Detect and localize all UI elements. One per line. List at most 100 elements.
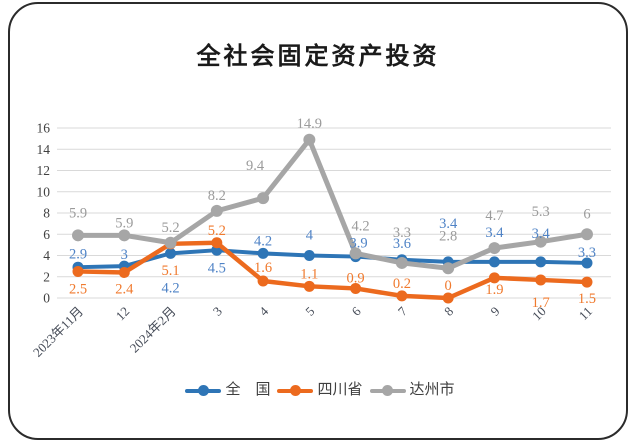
data-label-dazhou: 3.3 [393,225,411,241]
x-tick-label: 5 [302,304,317,319]
y-tick-label: 6 [43,227,50,242]
data-label-sichuan: 0 [445,278,452,294]
y-tick-label: 14 [37,142,51,157]
data-point-sichuan [581,276,593,288]
x-tick-label: 8 [441,304,456,319]
legend-label-dazhou: 达州市 [409,382,455,398]
data-label-national: 3.6 [393,236,411,252]
data-label-national: 3.4 [439,216,458,232]
data-point-national [303,250,315,261]
data-label-dazhou: 14.9 [297,116,322,132]
data-point-sichuan [488,272,500,284]
legend-item-dazhou[interactable]: 达州市 [369,382,455,398]
data-label-dazhou: 5.9 [115,215,133,231]
y-tick-label: 12 [37,163,51,178]
data-label-dazhou: 4.2 [352,218,370,234]
data-label-dazhou: 5.3 [532,204,550,220]
data-label-national: 4 [306,228,314,244]
data-point-national [535,256,547,268]
data-label-national: 3.4 [485,225,504,241]
data-point-sichuan [396,290,408,302]
data-label-dazhou: 5.2 [161,220,179,236]
data-label-national: 4.5 [208,260,226,276]
y-tick-label: 4 [43,248,50,263]
x-tick-label: 12 [113,304,133,324]
data-point-national [165,247,177,259]
data-label-sichuan: 5.1 [161,263,179,279]
legend-item-national[interactable]: 全 国 [185,383,270,398]
data-point-national [581,257,593,269]
data-label-dazhou: 9.4 [246,158,265,174]
legend-line-dot-icon [369,385,406,396]
x-tick-label: 9 [487,304,502,319]
data-point-dazhou [580,228,593,241]
data-label-sichuan: 1.1 [300,266,318,282]
data-label-national: 2.9 [69,246,87,262]
data-point-dazhou [72,229,84,242]
data-point-national [257,247,269,259]
data-label-national: 3.9 [350,236,368,252]
data-label-sichuan: 1.9 [485,282,503,298]
x-tick-label: 2023年11月 [30,304,86,360]
data-label-sichuan: 2.4 [115,282,134,298]
data-point-dazhou [303,133,316,146]
x-tick-label: 4 [256,303,272,319]
data-point-dazhou [349,247,362,260]
series-line-dazhou [75,137,590,271]
data-label-national: 3 [121,247,128,263]
data-label-sichuan: 1.6 [254,260,272,276]
data-label-sichuan: 1.7 [532,295,550,311]
data-point-sichuan [350,282,362,294]
data-point-dazhou [210,204,223,217]
chart-title: 全社会固定资产投资 [196,43,440,70]
series-line-sichuan [75,240,590,301]
y-tick-label: 2 [43,269,50,284]
y-tick-label: 0 [43,291,50,306]
data-point-sichuan [118,267,130,278]
x-tick-label: 2024年2月 [127,304,179,356]
data-label-dazhou: 5.9 [69,205,87,221]
data-point-sichuan [257,275,269,287]
chart-card: 全社会固定资产投资 [8,2,628,440]
data-label-national: 4.2 [254,233,272,249]
data-label-national: 3.4 [532,226,551,242]
y-tick-label: 16 [37,121,51,136]
x-tick-label: 6 [349,303,365,319]
data-label-dazhou: 6 [583,206,590,222]
y-tick-label: 8 [43,206,50,221]
data-label-dazhou: 8.2 [208,188,226,204]
data-label-sichuan: 0.9 [347,271,365,287]
legend-line-dot-icon [277,385,314,396]
x-tick-label: 3 [210,304,225,319]
data-point-dazhou [488,242,501,255]
data-point-dazhou [118,229,131,242]
data-label-sichuan: 2.5 [69,282,87,298]
legend-line-dot-icon [185,385,222,396]
data-point-dazhou [395,256,408,269]
legend-label-national: 全 国 [225,382,271,398]
data-label-sichuan: 0.2 [393,276,411,292]
data-label-dazhou: 2.8 [439,228,457,244]
series-line-national [76,248,589,270]
data-point-dazhou [534,235,547,248]
chart-legend: 全 国 四川省 达州市 [0,383,640,398]
data-point-national [488,256,500,268]
data-point-dazhou [164,236,177,249]
data-label-national: 3.3 [578,245,596,261]
data-label-dazhou: 4.7 [485,208,503,224]
legend-label-sichuan: 四川省 [317,382,363,398]
data-label-sichuan: 1.5 [578,291,596,307]
data-point-sichuan [72,265,84,277]
legend-item-sichuan[interactable]: 四川省 [277,382,363,398]
y-tick-label: 10 [37,184,51,199]
data-point-sichuan [303,280,315,292]
x-tick-label: 7 [395,303,411,319]
data-point-dazhou [257,192,270,205]
data-label-national: 4.2 [161,280,179,296]
data-point-sichuan [442,292,454,304]
data-point-sichuan [535,274,547,286]
data-label-sichuan: 5.2 [208,223,226,239]
data-point-dazhou [442,262,455,275]
data-point-sichuan [211,237,223,249]
